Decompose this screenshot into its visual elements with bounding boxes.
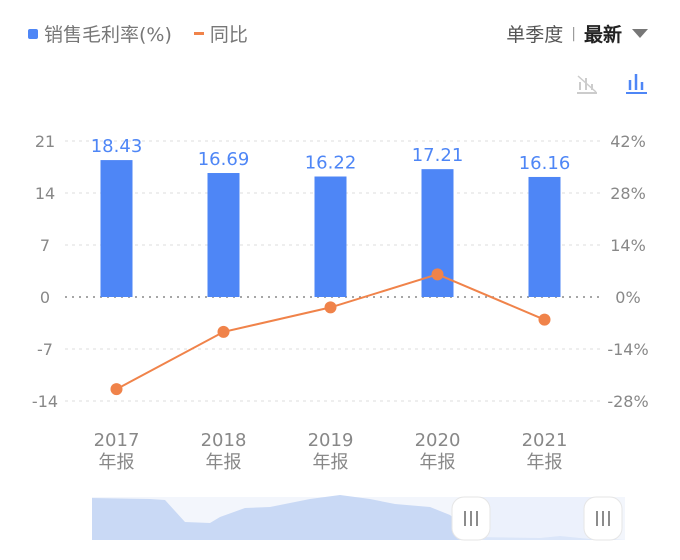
bar-legend-label[interactable]: 销售毛利率(%) <box>44 24 172 46</box>
left-axis-tick-label: -7 <box>37 340 53 359</box>
yoy-point[interactable] <box>431 268 444 281</box>
x-axis-tick-label: 2019 <box>308 430 354 451</box>
x-axis-tick-label: 年报 <box>206 452 242 473</box>
x-axis-tick-label: 年报 <box>420 452 456 473</box>
bar[interactable] <box>314 176 347 297</box>
left-axis-tick-label: 21 <box>35 132 55 151</box>
slider-preview-area <box>92 495 625 540</box>
x-axis-tick-label: 2018 <box>201 430 247 451</box>
yoy-point[interactable] <box>324 301 337 314</box>
left-axis-tick-label: -14 <box>32 392 58 411</box>
line-legend-swatch <box>193 32 204 35</box>
x-axis-tick-label: 2021 <box>522 430 568 451</box>
x-axis-tick-label: 年报 <box>313 452 349 473</box>
line-chart-off-icon[interactable] <box>577 75 597 94</box>
separator: | <box>571 25 576 42</box>
handle-grip-icon <box>464 511 478 526</box>
left-axis-tick-label: 0 <box>40 288 50 307</box>
bar[interactable] <box>528 176 561 297</box>
selected-option[interactable]: 最新 <box>583 24 622 46</box>
x-axis-tick-label: 年报 <box>527 452 563 473</box>
bar-chart-icon[interactable] <box>626 74 647 94</box>
bar-value-label: 16.22 <box>305 153 357 174</box>
right-axis-tick-label: 28% <box>610 184 646 203</box>
bar-legend-swatch <box>28 28 38 39</box>
right-axis-tick-label: 42% <box>610 132 646 151</box>
period-selector[interactable]: 单季度 | 最新 <box>506 20 648 47</box>
x-axis-tick-label: 2020 <box>415 430 461 451</box>
period-option[interactable]: 单季度 <box>506 24 564 46</box>
bar-value-label: 17.21 <box>412 145 464 166</box>
yoy-point[interactable] <box>538 313 551 326</box>
bar-value-label: 16.69 <box>198 149 250 170</box>
dropdown-arrow-icon[interactable] <box>632 29 648 38</box>
right-axis-tick-label: 14% <box>610 236 646 255</box>
legend: 销售毛利率(%) 同比 <box>28 20 248 47</box>
x-axis-tick-label: 2017 <box>94 430 140 451</box>
yoy-point[interactable] <box>110 383 123 396</box>
left-axis-tick-label: 14 <box>35 184 55 203</box>
left-axis-tick-label: 7 <box>40 236 50 255</box>
slider-window[interactable] <box>470 497 603 540</box>
right-axis-tick-label: 0% <box>615 288 640 307</box>
bar[interactable] <box>100 160 133 297</box>
right-axis-tick-label: -28% <box>607 392 648 411</box>
bar[interactable] <box>207 173 240 297</box>
bar-value-label: 18.43 <box>91 136 143 157</box>
line-legend-label[interactable]: 同比 <box>209 24 248 46</box>
x-axis-tick-label: 年报 <box>99 452 135 473</box>
right-axis-tick-label: -14% <box>607 340 648 359</box>
data-zoom-slider[interactable] <box>92 495 625 541</box>
bar-value-label: 16.16 <box>519 153 571 174</box>
yoy-point[interactable] <box>217 325 230 338</box>
handle-grip-icon <box>596 511 610 526</box>
